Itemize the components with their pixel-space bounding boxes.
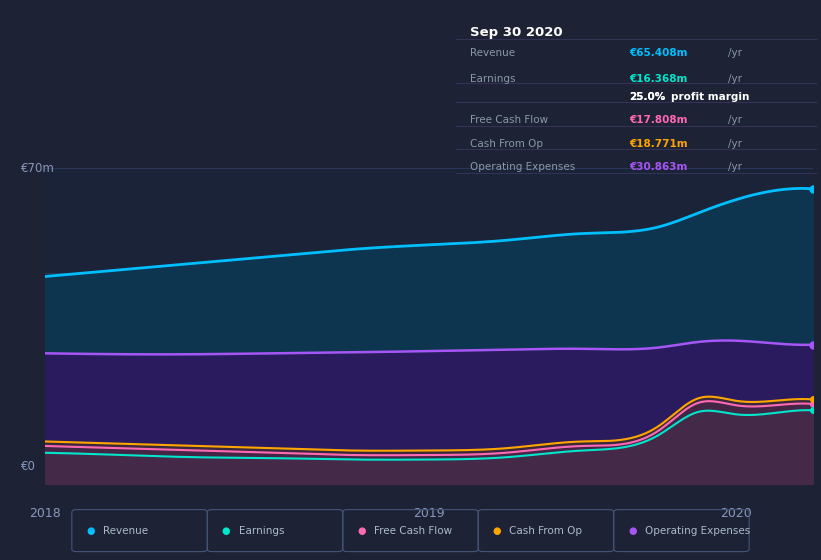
Text: 2019: 2019: [413, 507, 445, 520]
Text: €17.808m: €17.808m: [629, 115, 687, 125]
Text: €18.771m: €18.771m: [629, 139, 688, 149]
Text: Sep 30 2020: Sep 30 2020: [470, 26, 562, 39]
Text: ●: ●: [222, 526, 231, 535]
Text: ●: ●: [493, 526, 502, 535]
Text: €0: €0: [21, 460, 35, 473]
Text: Operating Expenses: Operating Expenses: [470, 162, 576, 172]
Text: profit margin: profit margin: [671, 92, 749, 102]
Text: /yr: /yr: [728, 139, 742, 149]
Text: Earnings: Earnings: [470, 73, 516, 83]
Text: ●: ●: [357, 526, 366, 535]
Text: Cash From Op: Cash From Op: [509, 526, 582, 535]
Text: Revenue: Revenue: [103, 526, 148, 535]
Text: /yr: /yr: [728, 73, 742, 83]
Text: Revenue: Revenue: [470, 48, 516, 58]
Text: 25.0%: 25.0%: [629, 92, 665, 102]
Text: Operating Expenses: Operating Expenses: [645, 526, 750, 535]
Text: /yr: /yr: [728, 162, 742, 172]
Text: ●: ●: [628, 526, 637, 535]
Text: 2020: 2020: [720, 507, 752, 520]
Text: /yr: /yr: [728, 115, 742, 125]
Text: Cash From Op: Cash From Op: [470, 139, 544, 149]
Text: Free Cash Flow: Free Cash Flow: [470, 115, 548, 125]
Text: €16.368m: €16.368m: [629, 73, 687, 83]
Text: 2018: 2018: [30, 507, 61, 520]
Text: €30.863m: €30.863m: [629, 162, 687, 172]
Text: ●: ●: [86, 526, 95, 535]
Text: Free Cash Flow: Free Cash Flow: [374, 526, 452, 535]
Text: /yr: /yr: [728, 48, 742, 58]
Text: €65.408m: €65.408m: [629, 48, 687, 58]
Text: Earnings: Earnings: [238, 526, 284, 535]
Text: €70m: €70m: [21, 162, 54, 175]
Text: 25.0%: 25.0%: [629, 92, 665, 102]
